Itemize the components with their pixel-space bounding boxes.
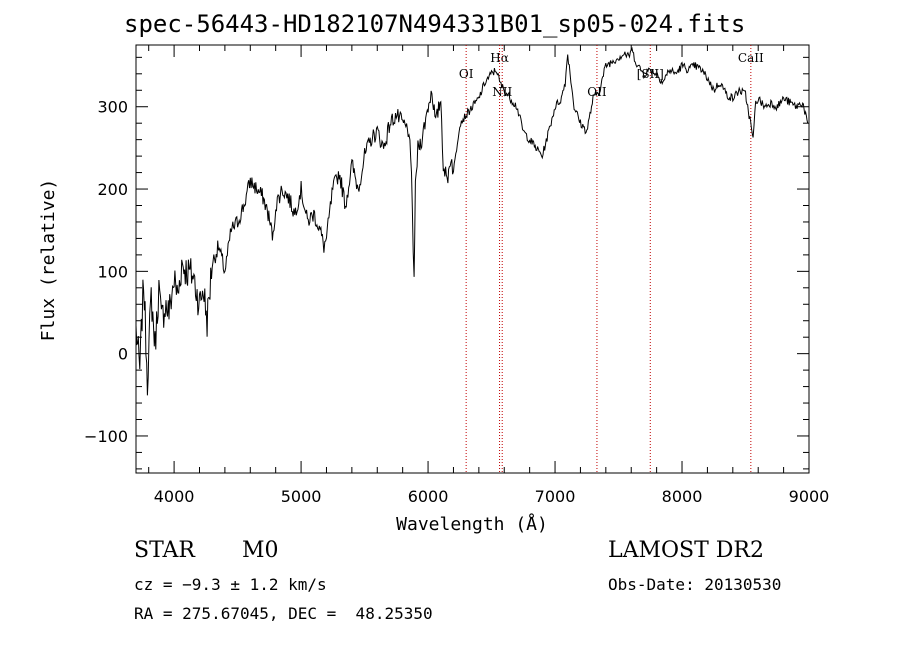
- line-marker-label: OI: [459, 67, 474, 81]
- x-tick-label: 8000: [662, 487, 703, 506]
- obs-date: Obs-Date: 20130530: [608, 575, 782, 594]
- y-tick-label: 300: [97, 98, 128, 117]
- survey-name: LAMOST DR2: [608, 538, 764, 563]
- subclass: M0: [242, 538, 279, 563]
- y-axis-label: Flux (relative): [38, 179, 59, 342]
- coordinates: RA = 275.67045, DEC = 48.25350: [134, 604, 433, 623]
- x-tick-label: 6000: [408, 487, 449, 506]
- line-marker-label: Hα: [490, 51, 509, 65]
- series-group: [135, 46, 809, 396]
- x-tick-label: 9000: [789, 487, 830, 506]
- plot-frame: [135, 44, 810, 474]
- y-tick-label: 200: [97, 180, 128, 199]
- x-tick-label: 7000: [535, 487, 576, 506]
- x-axis-label: Wavelength (Å): [396, 513, 548, 535]
- x-tick-label: 4000: [154, 487, 195, 506]
- y-axis: −100 0 100 200 300: [84, 56, 809, 470]
- x-axis: 4000 5000 6000 7000 8000 9000: [148, 45, 830, 506]
- y-tick-label: 0: [118, 345, 128, 364]
- x-tick-label: 5000: [281, 487, 322, 506]
- chart-title: spec-56443-HD182107N494331B01_sp05-024.f…: [124, 10, 746, 38]
- redshift-cz: cz = −9.3 ± 1.2 km/s: [134, 575, 327, 594]
- object-class: STAR: [134, 538, 195, 563]
- line-marker-label: CaII: [738, 51, 764, 65]
- y-tick-label: −100: [84, 427, 128, 446]
- y-tick-label: 100: [97, 262, 128, 281]
- spectrum-line: [135, 46, 809, 396]
